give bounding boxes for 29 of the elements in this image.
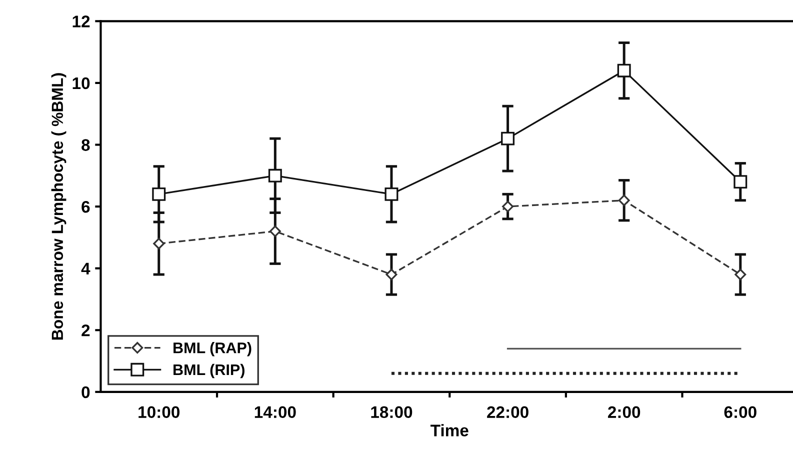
point	[617, 64, 631, 78]
x-axis-title: Time	[430, 424, 468, 436]
point	[269, 226, 281, 237]
x-tick-label: 10:00	[138, 406, 180, 418]
y-tick-label: 4	[81, 262, 90, 274]
x-tick-label: 2:00	[608, 406, 640, 418]
y-axis-title: Bone marrow Lymphocyte ( %BML)	[51, 73, 66, 340]
point	[734, 268, 746, 280]
legend-label: BML (RAP)	[174, 342, 252, 356]
legend-label: BML (RIP)	[174, 364, 244, 378]
point	[152, 187, 166, 201]
point	[734, 175, 748, 189]
x-tick-label: 18:00	[371, 406, 412, 418]
x-tick-label: 6:00	[724, 406, 756, 418]
point	[502, 200, 514, 212]
point	[618, 194, 630, 206]
point	[384, 187, 398, 201]
x-tick-label: 22:00	[487, 406, 528, 418]
point	[268, 168, 282, 182]
y-tick-label: 8	[82, 139, 90, 151]
y-tick-label: 2	[82, 324, 90, 336]
y-tick-label: 12	[72, 16, 90, 28]
point	[153, 238, 165, 250]
point	[501, 132, 515, 146]
y-tick-label: 10	[72, 77, 90, 90]
point	[386, 268, 398, 280]
y-tick-label: 0	[82, 386, 90, 398]
x-tick-label: 14:00	[254, 406, 296, 418]
y-tick-label: 6	[82, 200, 90, 213]
